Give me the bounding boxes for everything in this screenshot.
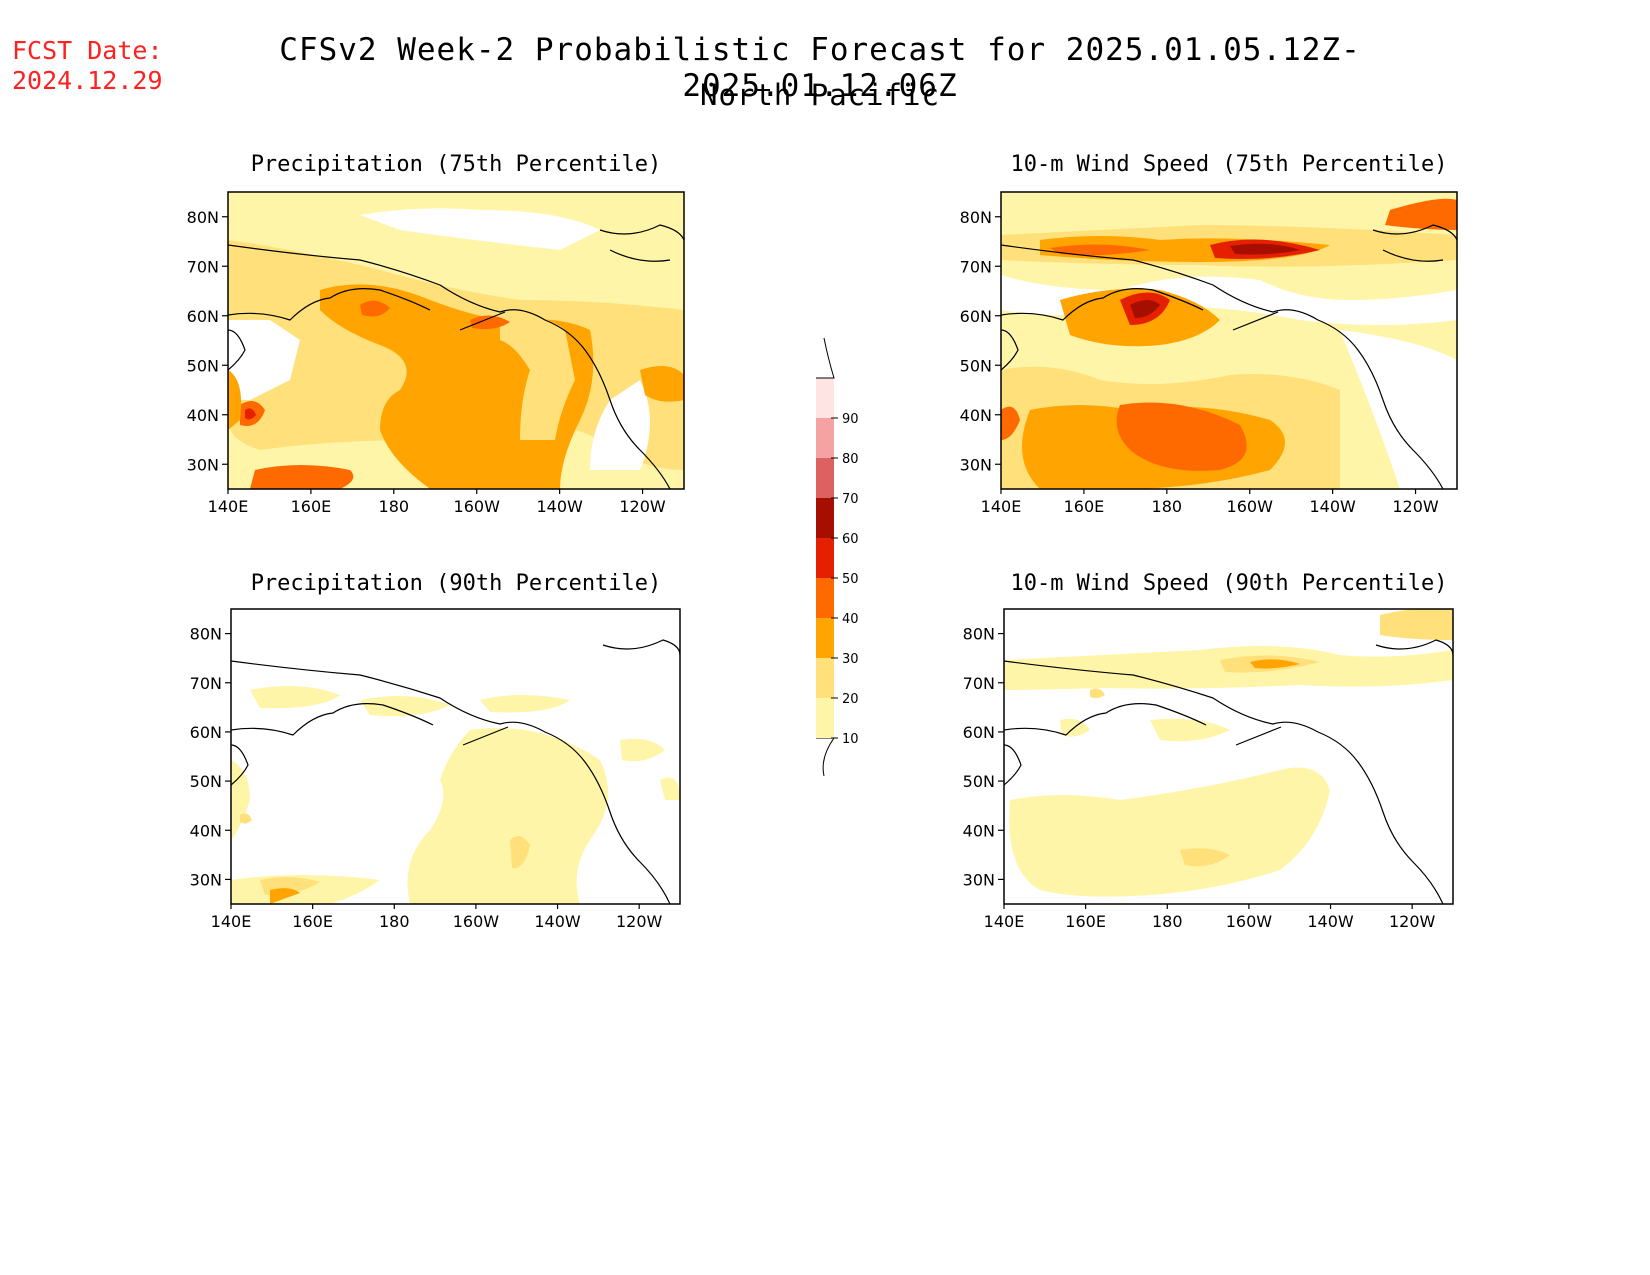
lon-tick-label: 120W [616, 912, 663, 931]
lat-tick-label: 70N [187, 257, 219, 276]
lat-tick-label: 70N [960, 257, 992, 276]
colorbar-level-label: 30 [842, 652, 859, 667]
colorbar-swatch [816, 458, 834, 498]
main-title: CFSv2 Week-2 Probabilistic Forecast for … [279, 32, 1361, 104]
panel-frame [1000, 191, 1458, 490]
lon-tick-label: 160E [1065, 912, 1106, 931]
lat-tick-label: 60N [187, 307, 219, 326]
lat-tick-label: 40N [187, 406, 219, 425]
colorbar: 10 20 30 40 50 60 70 80 90 [816, 337, 859, 777]
lon-tick-label: 140W [1307, 912, 1354, 931]
lon-tick-label: 160W [453, 912, 500, 931]
lon-tick-label: 160E [1064, 497, 1105, 516]
wind-75-field [1001, 192, 1457, 489]
colorbar-swatch [816, 618, 834, 658]
lon-tick-label: 120W [1389, 912, 1436, 931]
panel-title: 10-m Wind Speed (90th Percentile) [1010, 571, 1448, 596]
panel-title: Precipitation (75th Percentile) [250, 152, 662, 177]
colorbar-swatch [816, 578, 834, 618]
panel-title: 10-m Wind Speed (75th Percentile) [1010, 152, 1448, 177]
panel-frame [227, 191, 685, 490]
colorbar-level-label: 90 [842, 412, 859, 427]
panel-title: Precipitation (90th Percentile) [250, 571, 662, 596]
lon-tick-label: 140E [984, 912, 1025, 931]
colorbar-swatch [816, 418, 834, 458]
colorbar-swatch [816, 378, 834, 418]
lat-tick-label: 50N [960, 356, 992, 375]
lon-tick-label: 140W [1309, 497, 1356, 516]
lon-tick-label: 140E [981, 497, 1022, 516]
lat-tick-label: 80N [190, 625, 222, 644]
lat-tick-label: 50N [187, 356, 219, 375]
lon-tick-label: 180 [1152, 912, 1183, 931]
colorbar-level-label: 70 [842, 492, 859, 507]
panel-frame [230, 608, 681, 905]
colorbar-swatch [816, 658, 834, 698]
lon-tick-label: 120W [619, 497, 666, 516]
axes-layer: 80N 70N 60N 50N 40N 30N 140E 160E 180 160W 140W 120… [187, 208, 1439, 931]
lon-tick-label: 160W [1226, 912, 1273, 931]
lon-tick-label: 160E [291, 497, 332, 516]
lon-tick-label: 140W [534, 912, 581, 931]
fcst-date: 2024.12.29 [12, 66, 163, 95]
lat-tick-label: 50N [963, 772, 995, 791]
colorbar-swatch [816, 498, 834, 538]
lat-tick-label: 80N [960, 208, 992, 227]
lat-tick-label: 70N [963, 674, 995, 693]
lat-tick-label: 60N [960, 307, 992, 326]
lat-tick-label: 70N [190, 674, 222, 693]
wind-90-field [1004, 609, 1453, 904]
lon-tick-label: 140W [536, 497, 583, 516]
lat-tick-label: 30N [190, 870, 222, 889]
lon-tick-label: 180 [379, 912, 410, 931]
lat-tick-label: 60N [963, 723, 995, 742]
precip-75-field [228, 192, 684, 489]
forecast-date-label: FCST Date: 2024.12.29 [12, 36, 163, 96]
lat-tick-label: 60N [190, 723, 222, 742]
colorbar-level-label: 60 [842, 532, 859, 547]
lat-tick-label: 50N [190, 772, 222, 791]
panel-frame [1003, 608, 1454, 905]
lat-tick-label: 40N [960, 406, 992, 425]
colorbar-level-label: 50 [842, 572, 859, 587]
region-subtitle: North Pacific [700, 78, 940, 112]
lat-tick-label: 30N [963, 870, 995, 889]
coastlines [228, 224, 1457, 904]
colorbar-swatch [816, 698, 834, 738]
lat-tick-label: 30N [187, 455, 219, 474]
lon-tick-label: 140E [211, 912, 252, 931]
lon-tick-label: 160W [1227, 497, 1274, 516]
lon-tick-label: 160W [454, 497, 501, 516]
lat-tick-label: 30N [960, 455, 992, 474]
lon-tick-label: 140E [208, 497, 249, 516]
lat-tick-label: 80N [963, 625, 995, 644]
colorbar-level-label: 80 [842, 452, 859, 467]
colorbar-swatch [816, 538, 834, 578]
colorbar-level-label: 20 [842, 692, 859, 707]
lon-tick-label: 120W [1392, 497, 1439, 516]
fcst-label: FCST Date: [12, 36, 163, 65]
lon-tick-label: 160E [292, 912, 333, 931]
lon-tick-label: 180 [379, 497, 410, 516]
lat-tick-label: 40N [963, 821, 995, 840]
colorbar-level-label: 40 [842, 612, 859, 627]
lon-tick-label: 180 [1152, 497, 1183, 516]
colorbar-level-label: 10 [842, 732, 859, 747]
lat-tick-label: 80N [187, 208, 219, 227]
lat-tick-label: 40N [190, 821, 222, 840]
precip-90-field [231, 609, 680, 904]
